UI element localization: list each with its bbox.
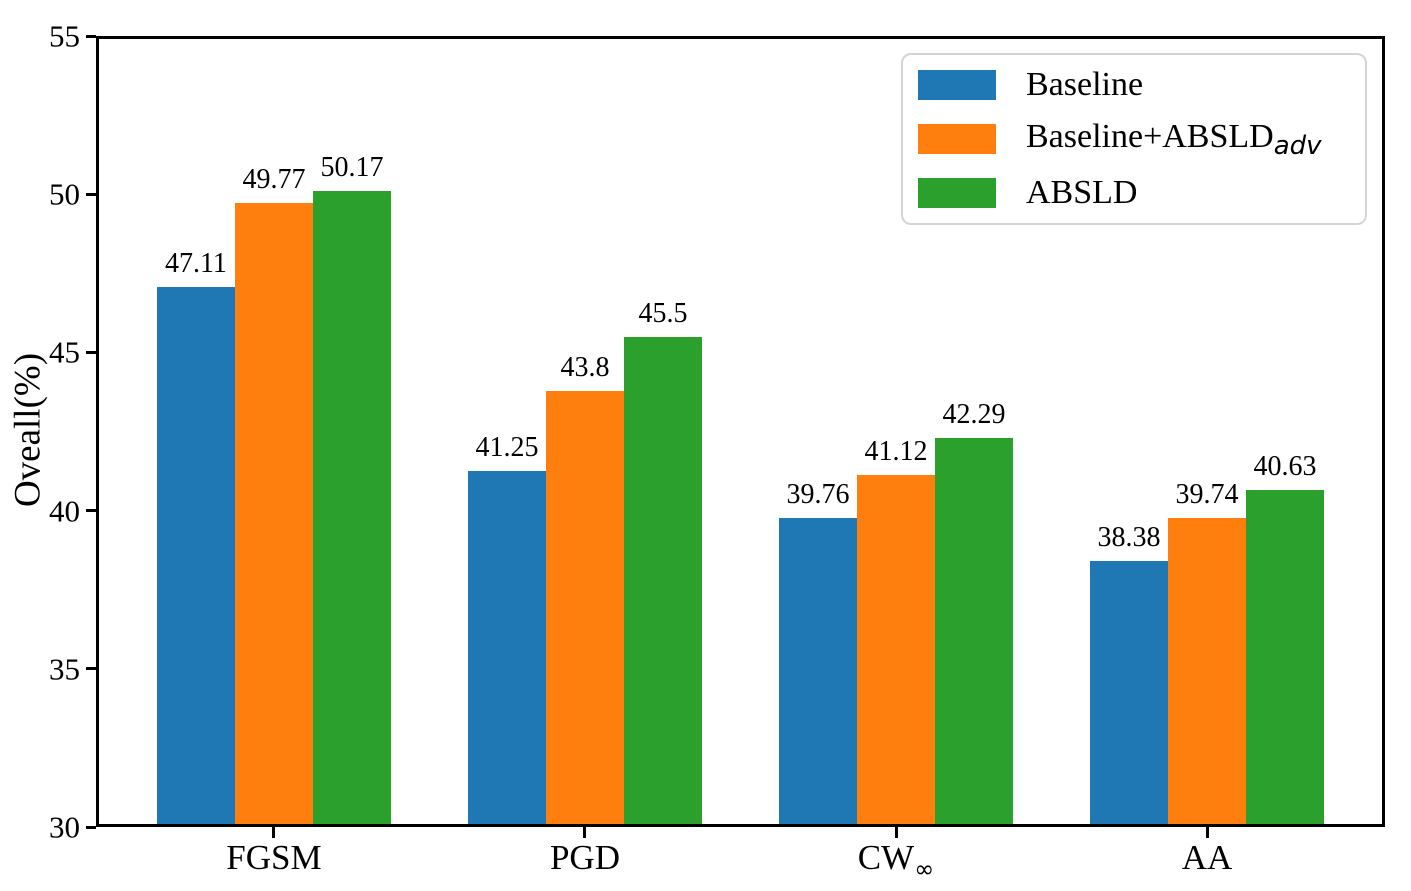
bar-baseline-absld-pgd [545,390,624,824]
bar-value-label: 49.77 [242,164,306,196]
x-tick-mark [1205,827,1209,838]
legend-label: Baseline+ABSLDadv [1026,117,1322,161]
bar-baseline-fgsm [156,286,235,824]
bar-value-label: 41.12 [864,435,928,467]
bar-value-label: 38.38 [1097,521,1161,553]
bar-absld-fgsm [312,190,391,824]
bar-absld-aa [1246,490,1325,824]
y-tick-label: 40 [49,493,80,529]
bar-absld-cw [935,438,1013,824]
bar-absld-pgd [623,337,702,824]
x-tick-mark [272,827,276,838]
legend-swatch-baseline-absld [918,124,996,154]
y-axis-title: Oveall(%) [7,352,49,508]
bar-value-label: 45.5 [638,298,688,330]
subscript-text: adv [1273,130,1322,161]
bar-baseline-cw [779,517,857,824]
y-tick-mark [86,509,96,513]
bar-value-label: 39.74 [1175,479,1239,511]
bar-value-label: 39.76 [786,478,850,510]
x-tick-label-pgd: PGD [549,838,620,877]
y-tick-mark [86,825,96,829]
y-tick-mark [86,34,96,38]
bar-value-label: 47.11 [164,247,227,279]
x-tick-mark [894,827,898,838]
bar-value-label: 43.8 [560,351,610,383]
y-tick-label: 50 [49,176,80,212]
x-tick-label-fgsm: FGSM [226,838,322,877]
x-tick-label-aa: AA [1181,838,1233,877]
bar-value-label: 50.17 [320,151,384,183]
legend-entry-baseline-absld: Baseline+ABSLDadv [918,117,1365,161]
bar-baseline-pgd [467,470,546,824]
plot-area: 47.11 41.25 39.76 38.38 49.77 43.8 41.12 39.74 5… [96,36,1385,827]
x-tick-mark [583,827,587,838]
legend-entry-baseline: Baseline [918,68,1365,102]
y-tick-label: 35 [49,651,80,687]
subscript-text: ∞ [914,855,935,883]
bar-value-label: 42.29 [942,399,1006,431]
legend-swatch-baseline [918,70,996,100]
y-tick-mark [86,192,96,196]
bar-baseline-absld-aa [1168,518,1247,824]
bar-value-label: 41.25 [475,431,539,463]
legend-label: Baseline [1026,66,1144,103]
y-tick-label: 55 [49,18,80,54]
legend-swatch-absld [918,178,996,208]
legend-box: Baseline Baseline+ABSLDadv ABSLD [901,53,1367,225]
y-tick-label: 30 [49,809,80,845]
legend-entry-absld: ABSLD [918,176,1365,210]
legend-label: ABSLD [1026,174,1138,211]
bar-baseline-absld-fgsm [234,203,313,824]
bar-baseline-absld-cw [857,474,935,824]
y-tick-label: 45 [49,334,80,370]
x-tick-label-cw: CW∞ [857,838,935,883]
bar-baseline-aa [1090,560,1169,824]
y-tick-mark [86,667,96,671]
bar-value-label: 40.63 [1253,451,1317,483]
y-tick-mark [86,350,96,354]
